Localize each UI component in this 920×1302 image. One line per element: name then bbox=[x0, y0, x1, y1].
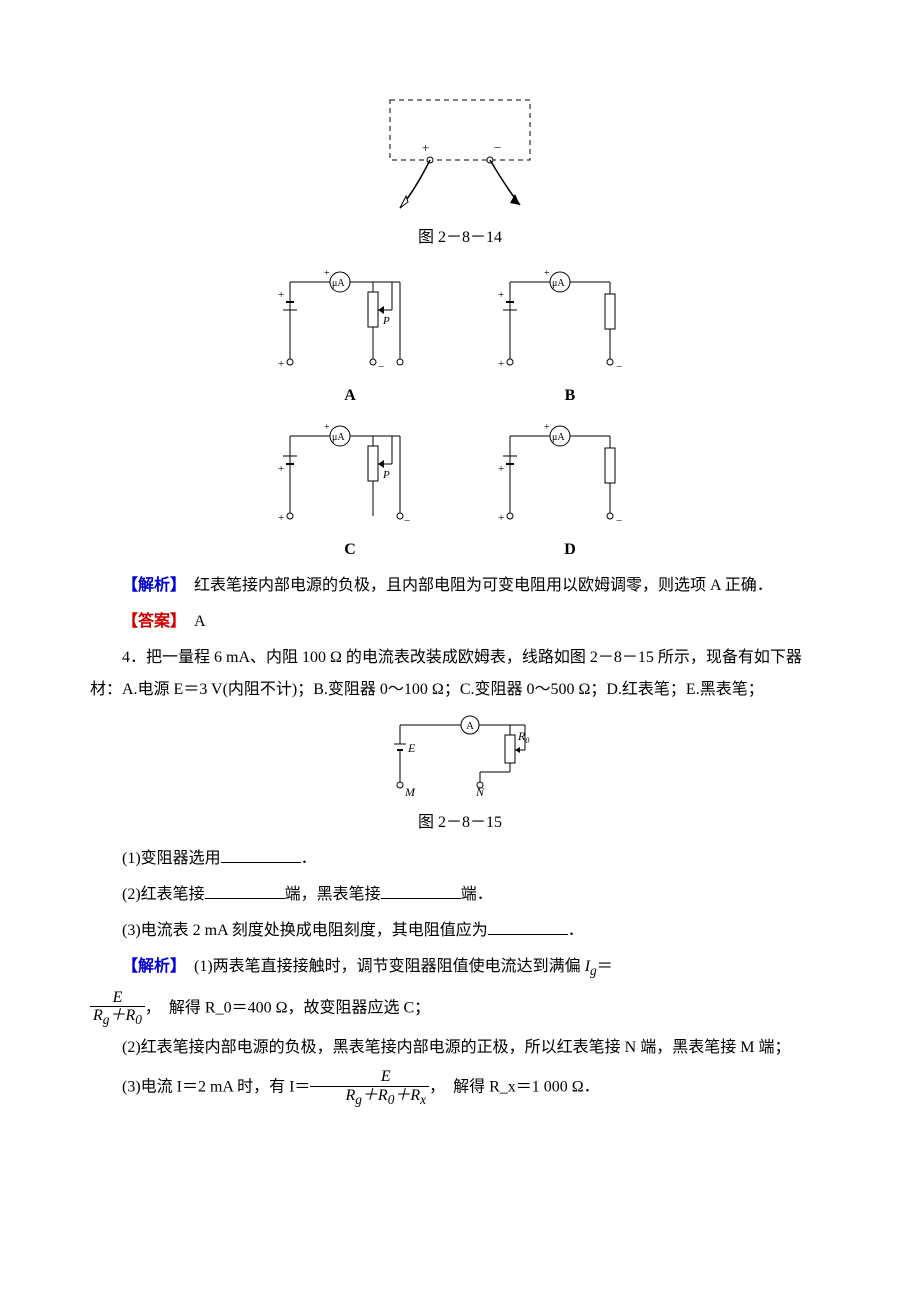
svg-text:+: + bbox=[278, 358, 284, 370]
circuit-a-svg: + μA + P bbox=[270, 262, 430, 382]
circuit-b-svg: + μA + + − bbox=[490, 262, 650, 382]
q4-p1-a: (1)变阻器选用 bbox=[122, 850, 221, 867]
q4-p3-a: (3)电流表 2 mA 刻度处换成电阻刻度，其电阻值应为 bbox=[122, 922, 488, 939]
q4-analysis-2: (2)红表笔接内部电源的负极，黑表笔接内部电源的正极，所以红表笔接 N 端，黑表… bbox=[90, 1032, 830, 1064]
q4-part2: (2)红表笔接 端，黑表笔接 端． bbox=[90, 879, 830, 911]
q4a-p2: (2)红表笔接内部电源的负极，黑表笔接内部电源的正极，所以红表笔接 N 端，黑表… bbox=[122, 1039, 790, 1056]
frac2-num: E bbox=[310, 1068, 429, 1087]
q3-answer: 【答案】 A bbox=[90, 606, 830, 638]
blank-3 bbox=[381, 882, 461, 899]
fig15-svg: A E R0 M N bbox=[370, 710, 550, 805]
svg-text:E: E bbox=[407, 741, 416, 755]
svg-text:+: + bbox=[498, 289, 504, 301]
q4a-lead: (1)两表笔直接接触时，调节变阻器阻值使电流达到满偏 bbox=[178, 958, 585, 975]
circuit-a-label: A bbox=[270, 380, 430, 412]
q4a-p3a: (3)电流 I＝2 mA 时，有 I＝ bbox=[122, 1079, 310, 1096]
q3-analysis-text: 红表笔接内部电源的负极，且内部电阻为可变电阻用以欧姆调零，则选项 A 正确． bbox=[178, 577, 773, 594]
frac2-den: Rg＋R0＋Rx bbox=[310, 1087, 429, 1108]
circuit-options: + μA + P bbox=[90, 262, 830, 566]
frac-1: E Rg＋R0 bbox=[90, 989, 145, 1028]
q4-p2-c: 端． bbox=[461, 886, 493, 903]
circuit-d-svg: + μA + + − bbox=[490, 416, 650, 536]
figure-2-8-14: + − 图 2－8－14 bbox=[90, 90, 830, 254]
svg-text:+: + bbox=[544, 422, 550, 433]
blank-1 bbox=[221, 846, 301, 863]
q4-analysis-3: (3)电流 I＝2 mA 时，有 I＝ E Rg＋R0＋Rx ， 解得 R_x＝… bbox=[90, 1068, 830, 1107]
q4-analysis-1b: E Rg＋R0 ， 解得 R_0＝400 Ω，故变阻器应选 C； bbox=[90, 989, 830, 1028]
svg-text:μA: μA bbox=[552, 432, 565, 443]
svg-text:+: + bbox=[498, 512, 504, 524]
plus-label: + bbox=[422, 140, 429, 155]
svg-text:−: − bbox=[616, 361, 622, 373]
svg-text:−: − bbox=[616, 515, 622, 527]
blank-4 bbox=[488, 918, 568, 935]
q4-p2-a: (2)红表笔接 bbox=[122, 886, 205, 903]
fig-top-caption: 图 2－8－14 bbox=[90, 222, 830, 254]
q4-analysis-1: 【解析】 (1)两表笔直接接触时，调节变阻器阻值使电流达到满偏 Ig＝ bbox=[90, 951, 830, 985]
q4-part3: (3)电流表 2 mA 刻度处换成电阻刻度，其电阻值应为 ． bbox=[90, 915, 830, 947]
blank-2 bbox=[205, 882, 285, 899]
answer-label: 【答案】 bbox=[122, 613, 178, 630]
q4a-p3b: ， 解得 R_x＝1 000 Ω． bbox=[429, 1079, 600, 1096]
svg-text:+: + bbox=[278, 463, 284, 475]
svg-text:+: + bbox=[498, 358, 504, 370]
svg-text:+: + bbox=[498, 463, 504, 475]
figure-2-8-15: A E R0 M N 图 2－8－15 bbox=[90, 710, 830, 839]
svg-text:−: − bbox=[378, 361, 384, 373]
fig-top-svg: + − bbox=[360, 90, 560, 220]
minus-label: − bbox=[494, 140, 501, 155]
svg-text:+: + bbox=[544, 268, 550, 279]
analysis-label-2: 【解析】 bbox=[122, 958, 178, 975]
circuit-c-svg: + μA + P + − bbox=[270, 416, 430, 536]
frac1-den: Rg＋R0 bbox=[90, 1007, 145, 1028]
svg-text:+: + bbox=[278, 289, 284, 301]
svg-text:+: + bbox=[278, 512, 284, 524]
frac1-num: E bbox=[90, 989, 145, 1008]
svg-text:A: A bbox=[466, 720, 474, 732]
circuit-c-label: C bbox=[270, 534, 430, 566]
q4a-tail1: ， 解得 R_0＝400 Ω，故变阻器应选 C； bbox=[145, 999, 430, 1016]
q4-p1-b: ． bbox=[301, 850, 317, 867]
svg-text:+: + bbox=[324, 422, 330, 433]
svg-text:μA: μA bbox=[332, 432, 345, 443]
svg-text:μA: μA bbox=[332, 278, 345, 289]
q4-p3-b: ． bbox=[568, 922, 584, 939]
circuit-d-label: D bbox=[490, 534, 650, 566]
svg-text:P: P bbox=[382, 315, 390, 327]
q4-p2-b: 端，黑表笔接 bbox=[285, 886, 381, 903]
q3-answer-text: A bbox=[178, 613, 206, 630]
svg-text:M: M bbox=[404, 785, 416, 799]
svg-text:+: + bbox=[324, 268, 330, 279]
q4-stem: 4．把一量程 6 mA、内阻 100 Ω 的电流表改装成欧姆表，线路如图 2－8… bbox=[90, 642, 830, 706]
q3-analysis: 【解析】 红表笔接内部电源的负极，且内部电阻为可变电阻用以欧姆调零，则选项 A … bbox=[90, 570, 830, 602]
svg-text:P: P bbox=[382, 469, 390, 481]
circuit-b-label: B bbox=[490, 380, 650, 412]
q4-part1: (1)变阻器选用 ． bbox=[90, 843, 830, 875]
frac-2: E Rg＋R0＋Rx bbox=[310, 1068, 429, 1107]
svg-text:μA: μA bbox=[552, 278, 565, 289]
fig15-caption: 图 2－8－15 bbox=[90, 807, 830, 839]
svg-text:−: − bbox=[404, 515, 410, 527]
analysis-label: 【解析】 bbox=[122, 577, 178, 594]
svg-text:N: N bbox=[475, 785, 485, 799]
svg-text:R0: R0 bbox=[517, 729, 529, 745]
